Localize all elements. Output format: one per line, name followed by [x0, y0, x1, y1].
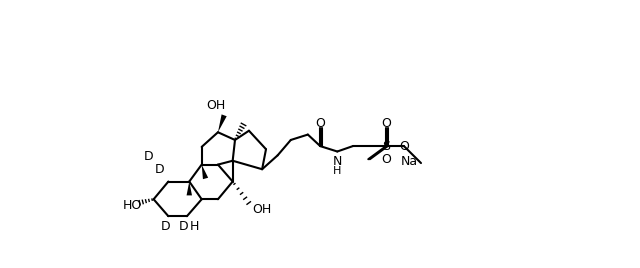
Text: H: H: [190, 220, 200, 233]
Text: Na: Na: [401, 155, 418, 168]
Text: H: H: [333, 166, 342, 176]
Text: O: O: [381, 153, 391, 166]
Text: OH: OH: [206, 99, 225, 112]
Polygon shape: [187, 181, 192, 195]
Polygon shape: [218, 114, 227, 132]
Text: O: O: [381, 117, 391, 129]
Text: D: D: [161, 220, 170, 233]
Text: O: O: [399, 140, 409, 152]
Text: O: O: [316, 117, 325, 129]
Polygon shape: [202, 165, 208, 179]
Text: HO: HO: [123, 199, 142, 212]
Text: D: D: [143, 150, 153, 163]
Text: N: N: [333, 155, 342, 168]
Text: D: D: [179, 220, 188, 233]
Text: S: S: [382, 140, 390, 152]
Text: D: D: [155, 163, 164, 176]
Text: OH: OH: [253, 203, 272, 216]
